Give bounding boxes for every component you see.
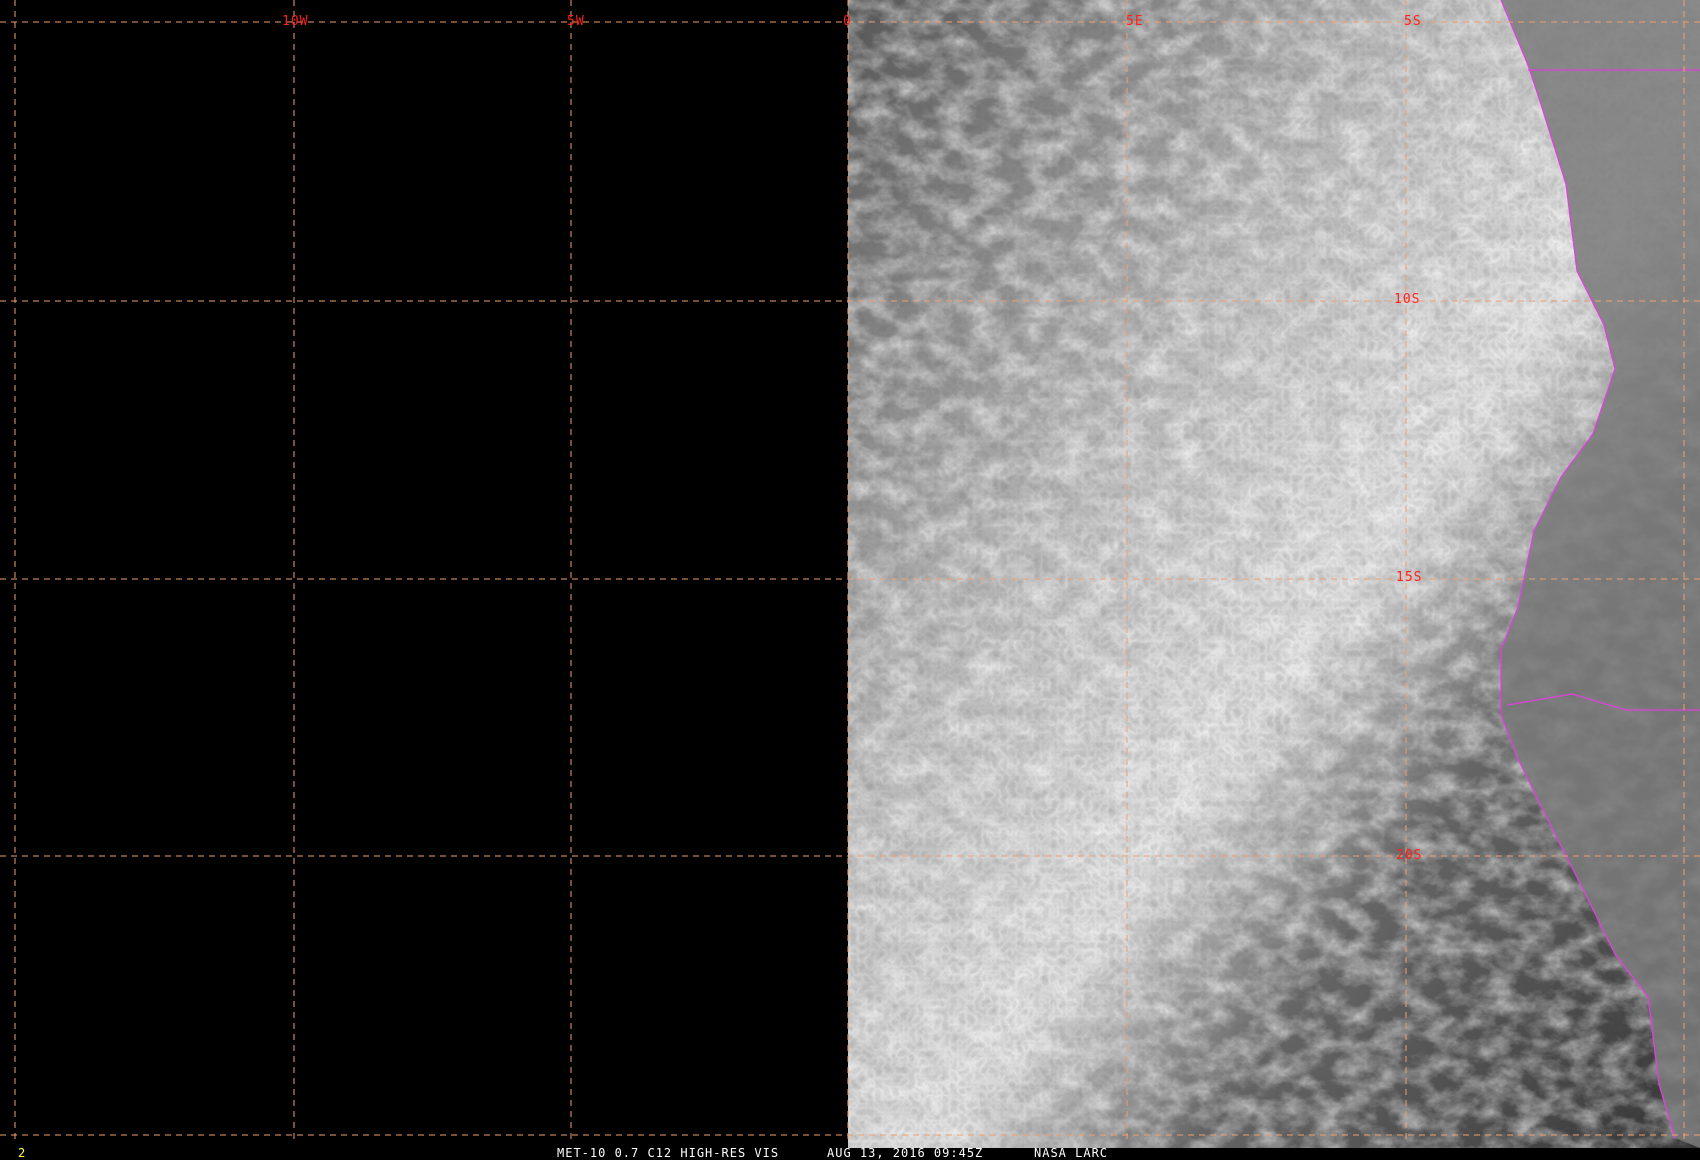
land-africa [1501, 0, 1700, 1148]
lon-label-0: 0 [843, 14, 852, 29]
lon-label-10w: 10W [282, 14, 309, 29]
lat-label-5s: 5S [1404, 14, 1422, 29]
lat-label-15s: 15S [1396, 570, 1423, 585]
lon-label-5w: 5W [567, 14, 585, 29]
lat-label-10s: 10S [1394, 292, 1421, 307]
lon-label-5e: 5E [1126, 14, 1144, 29]
lat-label-20s: 20S [1396, 848, 1423, 863]
satellite-imagery [848, 0, 1700, 1148]
frame-number: 2 [18, 1146, 26, 1160]
product-label: MET-10 0.7 C12 HIGH-RES VIS [557, 1146, 780, 1160]
datetime-label: AUG 13, 2016 09:45Z [827, 1146, 984, 1160]
source-label: NASA LARC [1034, 1146, 1109, 1160]
coastline [1500, 0, 1700, 1139]
